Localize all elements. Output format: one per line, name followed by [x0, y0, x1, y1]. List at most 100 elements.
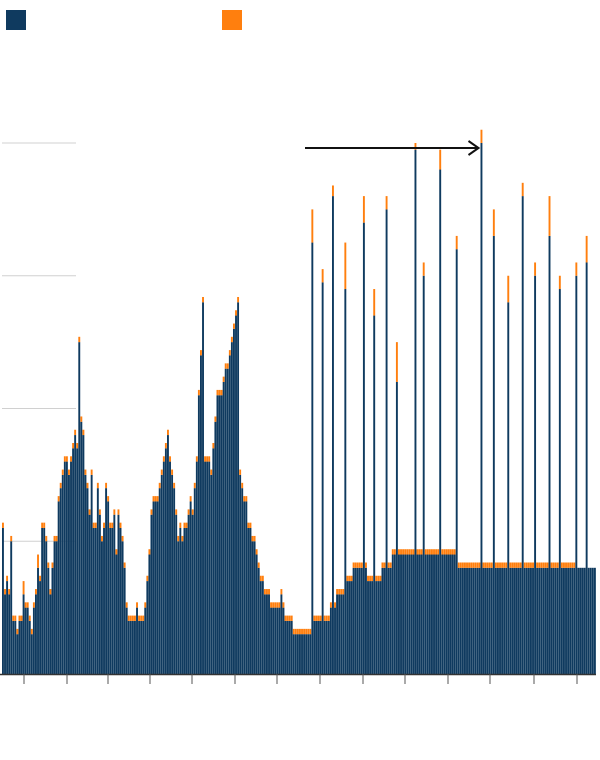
- bar-series-2-112: [233, 323, 235, 329]
- bar-series-1-287: [593, 567, 596, 674]
- bar-series-2-41: [86, 482, 89, 489]
- bar-series-2-24: [51, 562, 54, 568]
- bar-series-1-276: [571, 567, 574, 674]
- bar-series-2-184: [381, 562, 384, 568]
- bar-series-1-10: [22, 594, 25, 674]
- bar-series-1-100: [208, 461, 211, 674]
- bar-series-1-130: [270, 607, 273, 675]
- bar-series-2-206: [426, 549, 429, 555]
- bar-series-1-110: [228, 355, 231, 674]
- bar-series-1-111: [230, 342, 233, 675]
- bar-series-1-259: [536, 567, 539, 674]
- bar-series-2-7: [16, 628, 19, 635]
- bar-series-1-192: [398, 554, 400, 674]
- bar-series-1-215: [445, 554, 448, 674]
- bar-series-2-242: [501, 562, 504, 568]
- bar-series-1-86: [179, 527, 182, 674]
- bar-series-1-15: [32, 607, 35, 675]
- bar-series-2-198: [410, 549, 413, 555]
- bar-series-1-49: [103, 527, 105, 674]
- bar-series-1-122: [253, 541, 256, 674]
- bar-series-1-59: [123, 567, 126, 674]
- bar-series-1-98: [204, 461, 207, 674]
- bar-series-2-80: [167, 429, 169, 436]
- bar-series-2-251: [519, 562, 522, 568]
- bar-series-1-84: [175, 514, 178, 674]
- bar-series-2-74: [154, 496, 157, 502]
- bar-series-2-271: [560, 562, 563, 568]
- bar-series-1-252: [521, 196, 524, 674]
- bar-series-1-146: [303, 634, 306, 674]
- bar-series-2-43: [90, 469, 93, 475]
- bar-series-1-159: [329, 607, 332, 675]
- bar-series-1-82: [171, 474, 174, 675]
- bar-series-2-267: [552, 562, 555, 568]
- bar-series-2-159: [329, 602, 332, 608]
- bar-series-2-275: [569, 562, 572, 568]
- bar-series-1-199: [412, 554, 415, 674]
- bar-series-2-256: [530, 562, 532, 568]
- bar-series-2-109: [226, 363, 229, 369]
- bar-series-2-76: [158, 482, 161, 489]
- bar-series-2-42: [88, 509, 91, 515]
- bar-series-2-5: [12, 615, 15, 621]
- bar-series-2-110: [228, 350, 231, 356]
- bar-series-2-149: [309, 628, 312, 635]
- bar-series-2-144: [299, 628, 301, 635]
- bar-series-1-13: [28, 620, 31, 674]
- bar-series-2-63: [131, 615, 134, 621]
- bar-series-2-222: [459, 562, 462, 568]
- bar-series-1-239: [494, 567, 497, 674]
- bar-series-2-155: [321, 269, 324, 283]
- bar-series-1-40: [84, 474, 87, 675]
- bar-series-1-184: [381, 567, 384, 674]
- bar-series-1-41: [86, 488, 89, 674]
- bar-series-2-92: [191, 509, 194, 515]
- bar-series-2-283: [585, 235, 588, 263]
- bar-series-2-224: [464, 562, 466, 568]
- bar-series-1-269: [556, 567, 559, 674]
- bar-series-1-50: [105, 488, 108, 674]
- bar-series-1-272: [563, 567, 565, 674]
- bar-series-2-209: [433, 549, 435, 555]
- bar-series-2-11: [24, 602, 27, 608]
- bar-series-1-240: [497, 567, 499, 674]
- bar-series-1-99: [206, 461, 209, 674]
- bar-series-2-38: [80, 416, 83, 422]
- bar-series-1-267: [552, 567, 555, 674]
- bar-series-1-58: [121, 541, 124, 674]
- bar-series-1-238: [492, 235, 495, 674]
- bar-series-2-29: [61, 469, 64, 475]
- bar-series-2-187: [387, 562, 390, 568]
- bar-series-2-200: [414, 143, 417, 150]
- bar-series-2-152: [315, 615, 318, 621]
- bar-series-1-265: [548, 235, 551, 674]
- bars: [2, 129, 596, 675]
- bar-series-1-131: [272, 607, 275, 675]
- bar-series-2-234: [484, 562, 487, 568]
- bar-series-1-26: [55, 541, 58, 674]
- bar-series-1-25: [53, 541, 56, 674]
- bar-series-2-91: [189, 496, 192, 502]
- bar-series-1-187: [387, 567, 390, 674]
- bar-series-1-42: [88, 514, 91, 674]
- bar-series-1-247: [511, 567, 514, 674]
- bar-series-2-124: [257, 562, 260, 568]
- bar-series-1-200: [414, 149, 417, 674]
- bar-series-1-229: [474, 567, 477, 674]
- bar-series-2-181: [375, 575, 378, 582]
- bar-series-2-55: [115, 549, 118, 555]
- bar-series-2-235: [486, 562, 489, 568]
- bar-series-1-218: [451, 554, 454, 674]
- bar-series-2-237: [490, 562, 493, 568]
- bar-series-2-227: [470, 562, 473, 568]
- bar-series-2-266: [550, 562, 553, 568]
- bar-series-2-71: [148, 549, 151, 555]
- bar-series-2-13: [28, 615, 31, 621]
- bar-series-1-197: [408, 554, 411, 674]
- bar-series-1-62: [129, 620, 132, 674]
- bar-series-2-108: [224, 363, 227, 369]
- bar-series-1-55: [115, 554, 118, 674]
- bar-series-2-78: [162, 456, 165, 462]
- bar-series-2-100: [208, 456, 211, 462]
